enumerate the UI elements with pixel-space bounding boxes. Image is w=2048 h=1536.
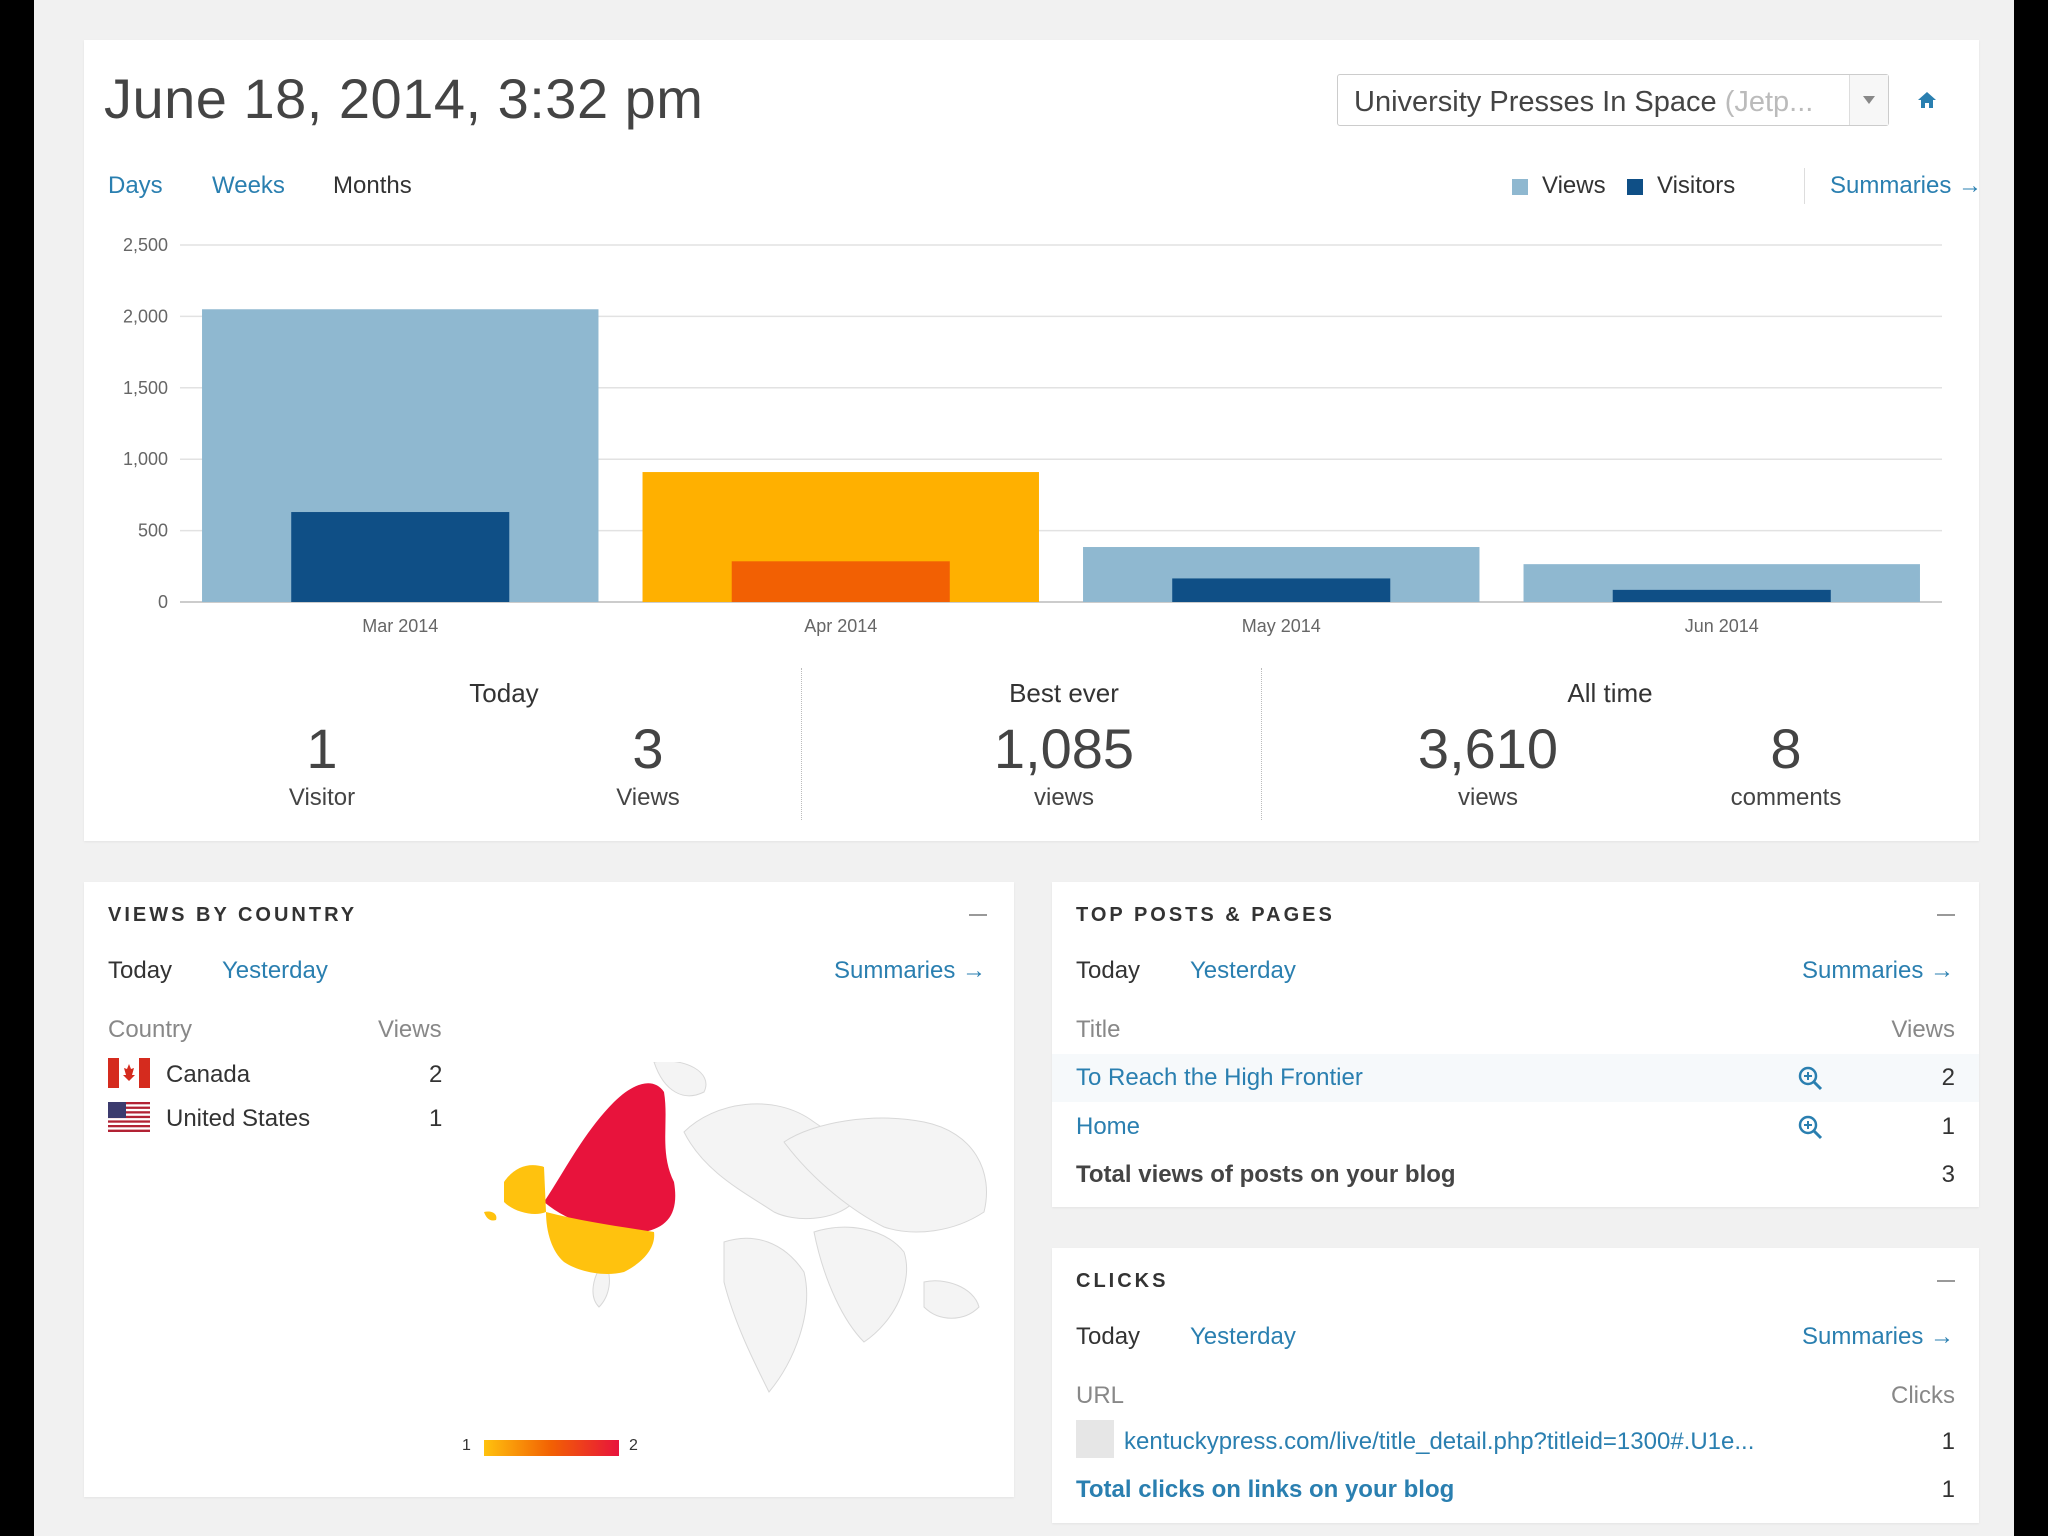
click-url-link[interactable]: kentuckypress.com/live/title_detail.php?… [1124, 1428, 1755, 1455]
us-flag-icon [108, 1102, 150, 1132]
legend-visitors: Visitors [1627, 172, 1735, 200]
stats-chart-card: June 18, 2014, 3:32 pm University Presse… [84, 40, 1983, 841]
post-views: 1 [1941, 1113, 1955, 1140]
visitors-bar [1612, 589, 1831, 602]
column-header-title: Title [1076, 1016, 1121, 1043]
views-bar-chart: 2,500 2,000 1,500 1,000 500 0 Mar 2014 Apr 2014… [123, 235, 1942, 636]
legend-divider [1804, 168, 1805, 204]
y-tick-label: 1,500 [123, 378, 168, 398]
country-views: 1 [429, 1105, 443, 1132]
tab-yesterday[interactable]: Yesterday [1190, 957, 1296, 984]
minimize-icon[interactable] [1937, 1280, 1955, 1282]
today-views-unit: Views [616, 784, 680, 811]
tab-yesterday[interactable]: Yesterday [222, 957, 328, 984]
tab-yesterday[interactable]: Yesterday [1190, 1323, 1296, 1350]
y-tick-label: 2,500 [123, 235, 168, 255]
column-header-url: URL [1076, 1382, 1125, 1409]
best-ever-value: 1,085 [993, 717, 1135, 780]
column-header-country: Country [108, 1016, 193, 1043]
y-tick-label: 1,000 [123, 449, 168, 469]
visitors-bar [731, 561, 950, 602]
tab-today[interactable]: Today [1076, 957, 1141, 984]
zoom-in-icon[interactable] [1798, 1115, 1824, 1141]
site-selector[interactable]: University Presses In Space (Jetp... [1337, 74, 1889, 126]
total-views-label: Total views of posts on your blog [1076, 1161, 1456, 1188]
world-map [484, 1062, 987, 1393]
total-clicks-value: 1 [1941, 1476, 1955, 1503]
post-views: 2 [1941, 1064, 1955, 1091]
country-name: United States [166, 1105, 311, 1132]
views-by-country-panel: VIEWS BY COUNTRY Today Yesterday Summari… [84, 882, 1014, 1497]
stats-divider [1261, 668, 1262, 820]
map-legend-gradient [484, 1440, 619, 1456]
y-tick-label: 500 [138, 521, 168, 541]
x-tick-label: May 2014 [1242, 616, 1321, 636]
all-time-comments-count: 8 [1770, 717, 1802, 780]
panel-title: VIEWS BY COUNTRY [108, 904, 358, 926]
column-header-views: Views [1891, 1016, 1955, 1043]
tab-today[interactable]: Today [1076, 1323, 1141, 1350]
x-tick-label: Apr 2014 [804, 616, 877, 636]
panel-title: CLICKS [1076, 1270, 1169, 1292]
visitors-swatch [1627, 178, 1643, 195]
tab-today[interactable]: Today [108, 957, 173, 984]
total-clicks-link[interactable]: Total clicks on links on your blog [1076, 1476, 1455, 1503]
today-visitors-unit: Visitor [288, 784, 356, 811]
total-views-value: 3 [1941, 1161, 1955, 1188]
best-ever-unit: views [1033, 784, 1094, 811]
arrow-right-icon: → [1930, 957, 1955, 984]
all-time-label: All time [1567, 678, 1653, 708]
x-tick-label: Mar 2014 [362, 616, 438, 636]
all-time-views-count: 3,610 [1417, 717, 1559, 780]
post-title-link[interactable]: Home [1076, 1113, 1141, 1140]
tab-months[interactable]: Months [333, 172, 412, 199]
post-title-link[interactable]: To Reach the High Frontier [1076, 1064, 1363, 1091]
stats-page: June 18, 2014, 3:32 pm University Presse… [34, 0, 2014, 1536]
chevron-down-icon[interactable] [1849, 75, 1888, 125]
today-label: Today [469, 678, 539, 708]
page-title: June 18, 2014, 3:32 pm [104, 67, 704, 130]
table-row [1052, 1054, 1979, 1102]
arrow-right-icon: → [1958, 172, 1983, 199]
arrow-right-icon: → [1930, 1323, 1955, 1350]
country-views: 2 [429, 1061, 443, 1088]
panel-title: TOP POSTS & PAGES [1076, 904, 1335, 926]
summaries-link[interactable]: Summaries → [834, 957, 987, 984]
tab-days[interactable]: Days [108, 172, 163, 199]
click-count: 1 [1941, 1428, 1955, 1455]
zoom-in-icon[interactable] [1798, 1066, 1824, 1092]
summaries-link[interactable]: Summaries → [1802, 1323, 1955, 1350]
visitors-bar [1172, 578, 1391, 602]
home-icon[interactable] [1917, 90, 1937, 110]
summaries-link[interactable]: Summaries → [1830, 172, 1983, 199]
minimize-icon[interactable] [969, 914, 987, 916]
y-tick-label: 0 [158, 592, 168, 612]
all-time-views-unit: views [1457, 784, 1518, 811]
views-swatch [1512, 178, 1528, 195]
map-legend-min: 1 [462, 1437, 471, 1454]
today-views-count: 3 [632, 717, 664, 780]
visitors-bar [291, 512, 510, 602]
y-tick-label: 2,000 [123, 306, 168, 326]
best-ever-label: Best ever [1009, 678, 1119, 708]
arrow-right-icon: → [962, 957, 987, 984]
today-visitors-count: 1 [306, 717, 338, 780]
column-header-clicks: Clicks [1891, 1382, 1955, 1409]
country-name: Canada [166, 1061, 251, 1088]
minimize-icon[interactable] [1937, 914, 1955, 916]
favicon-placeholder [1076, 1420, 1114, 1458]
legend-views: Views [1512, 172, 1606, 200]
clicks-panel: CLICKS Today Yesterday Summaries → URL C… [1052, 1248, 1979, 1523]
map-legend-max: 2 [629, 1437, 638, 1454]
canada-flag-icon [108, 1058, 150, 1088]
x-tick-label: Jun 2014 [1685, 616, 1759, 636]
column-header-views: Views [378, 1016, 442, 1043]
all-time-comments-unit: comments [1730, 784, 1842, 811]
top-posts-panel: TOP POSTS & PAGES Today Yesterday Summar… [1052, 882, 1979, 1207]
summaries-link[interactable]: Summaries → [1802, 957, 1955, 984]
site-selector-value: University Presses In Space (Jetp... [1354, 86, 1814, 118]
stats-divider [801, 668, 802, 820]
tab-weeks[interactable]: Weeks [212, 172, 285, 199]
